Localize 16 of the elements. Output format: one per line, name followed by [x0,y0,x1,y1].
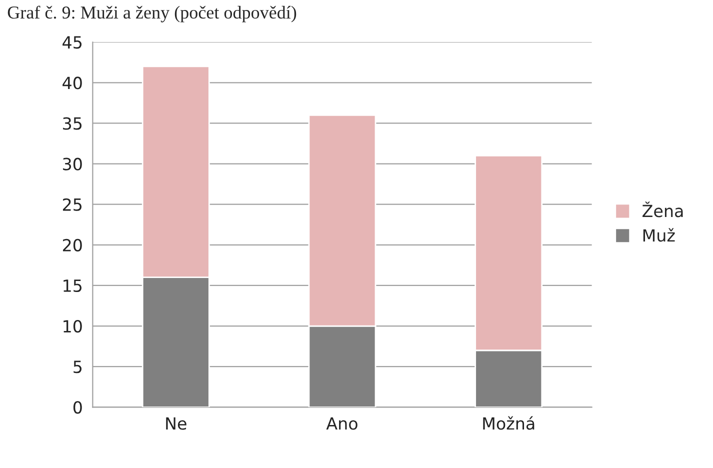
x-tick-label: Ne [166,417,186,430]
x-tick-label: Možná [483,416,534,430]
y-tick-label: 0 [73,401,82,414]
y-tick-label: 45 [62,36,82,49]
y-tick-label: 25 [62,198,82,211]
legend-label: Muž [643,228,675,242]
y-tick-label: 35 [63,117,82,130]
chart-title: Graf č. 9: Muži a ženy (počet odpovědí) [8,6,296,22]
y-tick-label: 20 [62,238,82,252]
x-tick-label: Ano [326,417,358,430]
y-tick-label: 40 [62,76,82,90]
y-tick-label: 10 [64,320,82,333]
y-tick-label: 30 [63,158,82,170]
y-tick-label: 15 [64,280,82,292]
y-tick-label: 5 [74,360,82,374]
legend-label: Žena [642,202,683,218]
